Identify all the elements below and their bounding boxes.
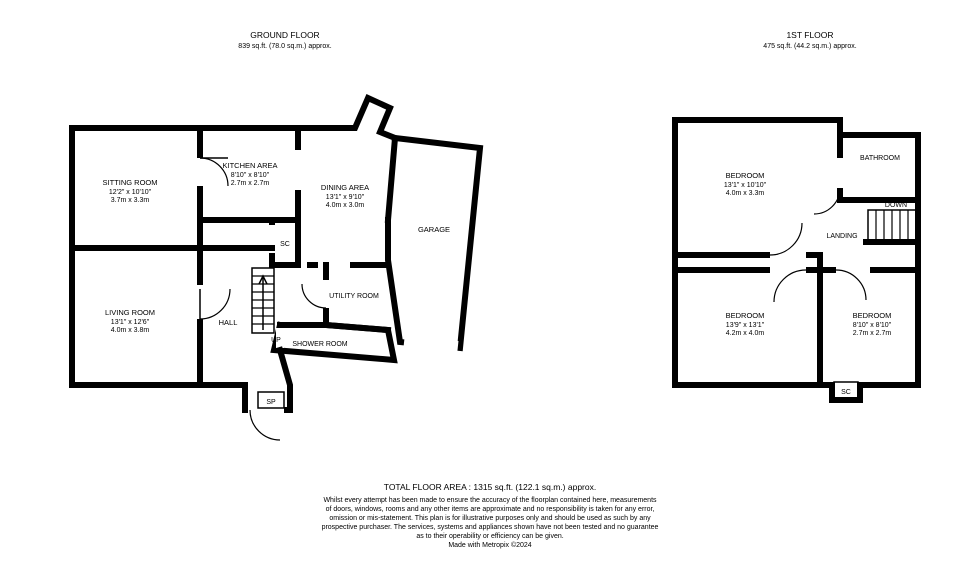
sitting-room-wall (72, 128, 200, 248)
footer: TOTAL FLOOR AREA : 1315 sq.ft. (122.1 sq… (322, 482, 659, 549)
svg-text:UTILITY ROOM: UTILITY ROOM (329, 293, 379, 300)
svg-text:4.0m x 3.3m: 4.0m x 3.3m (726, 190, 765, 197)
svg-text:DINING AREA: DINING AREA (321, 183, 369, 192)
first-sub: 475 sq.ft. (44.2 sq.m.) approx. (763, 43, 856, 50)
svg-text:4.0m x 3.8m: 4.0m x 3.8m (111, 327, 150, 334)
svg-text:8'10" x 8'10": 8'10" x 8'10" (231, 172, 270, 179)
svg-text:13'1" x 10'10": 13'1" x 10'10" (724, 182, 767, 189)
first-title: 1ST FLOOR (786, 30, 833, 40)
svg-text:of doors, windows, rooms and a: of doors, windows, rooms and any other i… (326, 506, 655, 513)
svg-text:Made with Metropix ©2024: Made with Metropix ©2024 (448, 541, 531, 549)
svg-text:13'1" x 12'6": 13'1" x 12'6" (111, 319, 150, 326)
svg-text:BATHROOM: BATHROOM (860, 155, 900, 162)
first-labels: BEDROOM 13'1" x 10'10" 4.0m x 3.3m BATHR… (724, 155, 907, 396)
svg-text:UP: UP (271, 337, 281, 344)
svg-text:2.7m x 2.7m: 2.7m x 2.7m (853, 330, 892, 337)
svg-text:KITCHEN AREA: KITCHEN AREA (222, 161, 277, 170)
svg-text:12'2" x 10'10": 12'2" x 10'10" (109, 189, 152, 196)
svg-text:3.7m x 3.3m: 3.7m x 3.3m (111, 197, 150, 204)
stairs-ground (252, 268, 274, 333)
svg-text:8'10" x 8'10": 8'10" x 8'10" (853, 322, 892, 329)
svg-text:LANDING: LANDING (826, 233, 857, 240)
svg-text:as to their operability or eff: as to their operability or efficiency ca… (416, 533, 563, 540)
svg-text:LIVING ROOM: LIVING ROOM (105, 308, 155, 317)
svg-text:SP: SP (266, 399, 276, 406)
svg-text:13'1" x 9'10": 13'1" x 9'10" (326, 194, 365, 201)
svg-text:omission or mis-statement. Thi: omission or mis-statement. This plan is … (329, 515, 651, 522)
svg-text:SITTING ROOM: SITTING ROOM (103, 178, 158, 187)
svg-text:4.2m x 4.0m: 4.2m x 4.0m (726, 330, 765, 337)
garage-wall (388, 138, 480, 348)
svg-text:BEDROOM: BEDROOM (726, 171, 765, 180)
svg-text:prospective purchaser. The ser: prospective purchaser. The services, sys… (322, 524, 659, 531)
svg-text:BEDROOM: BEDROOM (853, 311, 892, 320)
svg-text:BEDROOM: BEDROOM (726, 311, 765, 320)
svg-text:4.0m x 3.0m: 4.0m x 3.0m (326, 202, 365, 209)
svg-text:GARAGE: GARAGE (418, 225, 450, 234)
ground-title: GROUND FLOOR (250, 30, 319, 40)
stairs-first (868, 210, 916, 240)
ground-sub: 839 sq.ft. (78.0 sq.m.) approx. (238, 43, 331, 50)
svg-text:2.7m x 2.7m: 2.7m x 2.7m (231, 180, 270, 187)
svg-text:DOWN: DOWN (885, 202, 907, 209)
svg-text:Whilst every attempt has been: Whilst every attempt has been made to en… (323, 497, 657, 504)
svg-text:TOTAL FLOOR AREA : 1315 sq.ft.: TOTAL FLOOR AREA : 1315 sq.ft. (122.1 sq… (384, 482, 596, 492)
svg-text:SC: SC (280, 241, 290, 248)
floorplan-canvas: GROUND FLOOR 839 sq.ft. (78.0 sq.m.) app… (0, 0, 980, 563)
svg-text:SC: SC (841, 389, 851, 396)
first-floor: 1ST FLOOR 475 sq.ft. (44.2 sq.m.) approx… (675, 30, 918, 400)
svg-text:13'9" x 13'1": 13'9" x 13'1" (726, 322, 765, 329)
ground-labels: SITTING ROOM 12'2" x 10'10" 3.7m x 3.3m … (103, 161, 451, 406)
svg-text:SHOWER ROOM: SHOWER ROOM (292, 341, 347, 348)
ground-floor: GROUND FLOOR 839 sq.ft. (78.0 sq.m.) app… (72, 30, 480, 440)
hall-bottom (200, 350, 290, 410)
svg-text:HALL: HALL (219, 318, 238, 327)
